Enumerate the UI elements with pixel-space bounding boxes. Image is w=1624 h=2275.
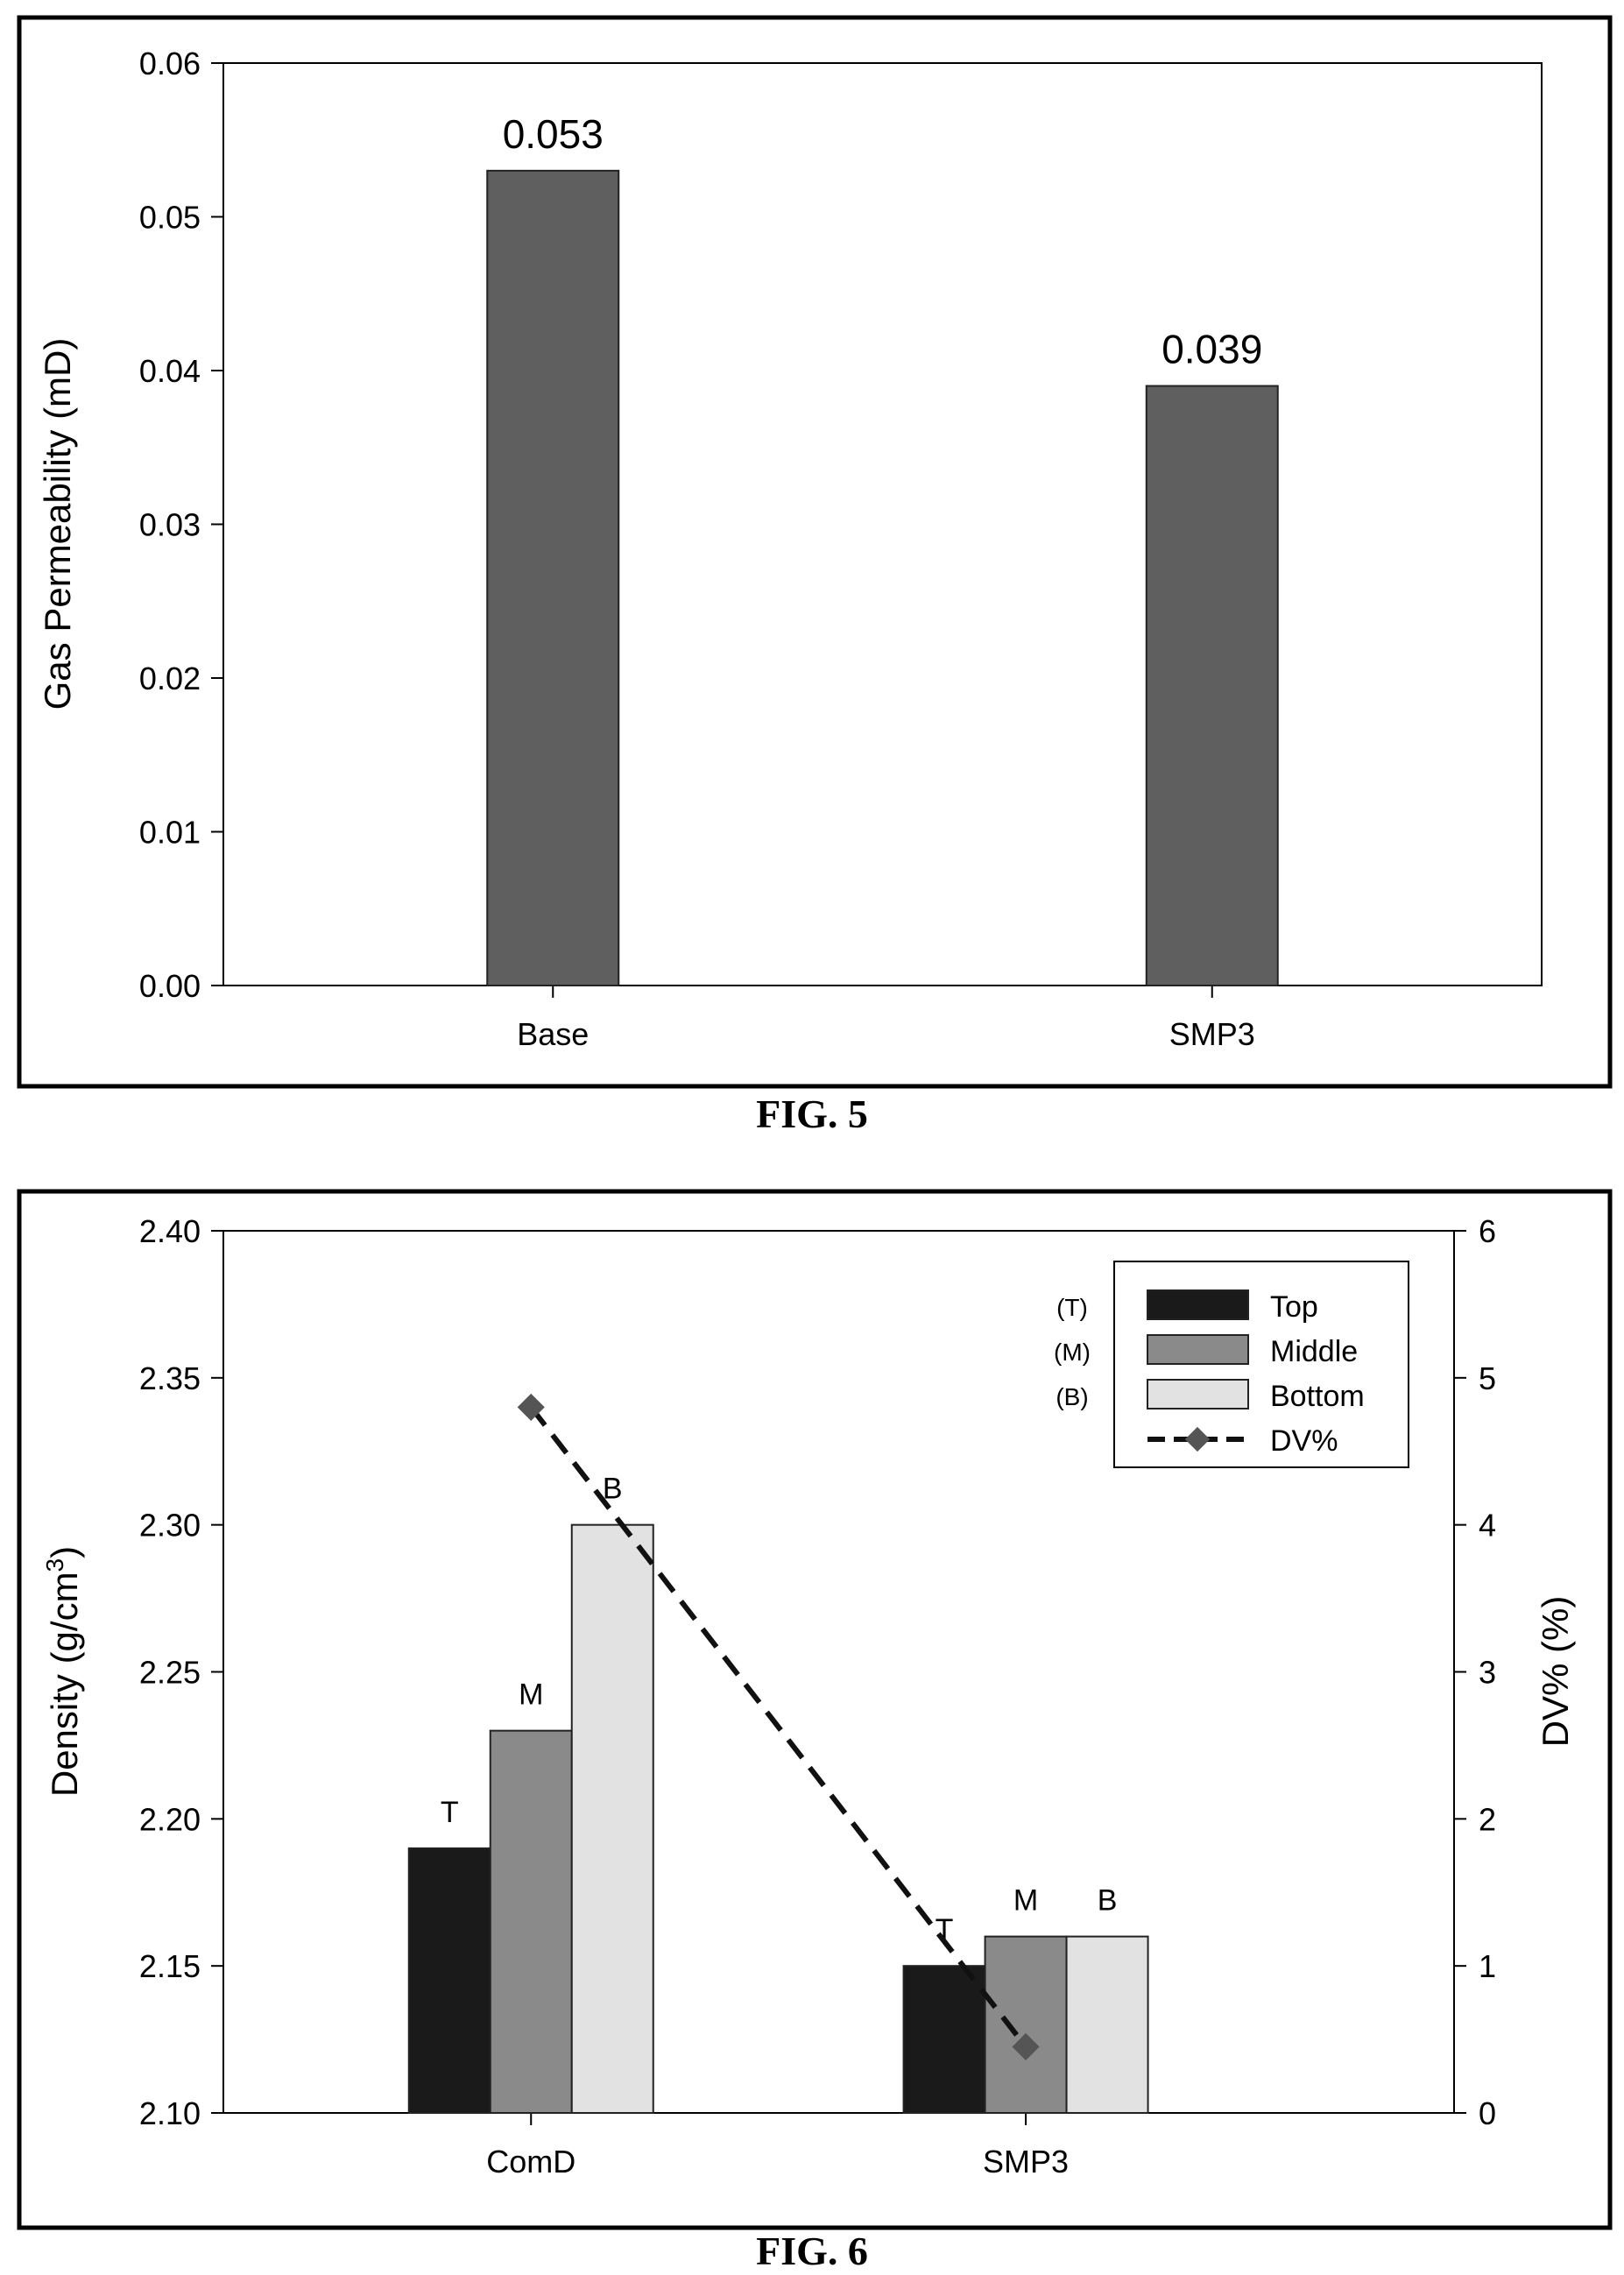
figure-frame (17, 1189, 1613, 2230)
density-chart: 2.10 2.15 2.20 2.25 2.30 2.35 2.40 0 1 2 3 4 5 6 Com… (17, 1189, 1613, 2230)
y2-tick-label: 2 (1479, 1801, 1496, 1837)
data-label: 0.039 (1162, 327, 1262, 372)
y-tick-label: 0.05 (139, 200, 201, 236)
y-axis-title-sup: 3 (41, 1558, 68, 1572)
y-tick-label: 0.02 (139, 661, 201, 696)
y2-tick-label: 5 (1479, 1360, 1496, 1396)
legend-swatch-bottom (1147, 1379, 1249, 1410)
legend-label-middle: Middle (1270, 1335, 1358, 1368)
bar-top-smp3 (902, 1965, 986, 2115)
bar-top-comd (407, 1847, 491, 2115)
figure-6-caption: FIG. 6 (756, 2229, 868, 2273)
y-axis-title-end: ) (44, 1546, 85, 1558)
bar-letter-label: M (1013, 1884, 1038, 1918)
y2-axis-title: DV% (%) (1535, 1596, 1576, 1748)
bars: 0.053 0.039 (486, 111, 1279, 987)
legend-label-top: Top (1270, 1290, 1318, 1324)
bar-letter-label: B (603, 1473, 623, 1506)
legend-key-top: (T) (1056, 1294, 1088, 1321)
y-tick-label: 2.40 (139, 1213, 201, 1249)
gas-permeability-chart: 0.00 0.01 0.02 0.03 0.04 0.05 0.06 Base SMP3 0.… (17, 15, 1613, 1089)
bar-letter-label: B (1098, 1884, 1118, 1918)
y-axis-title-main: Density (g/cm (44, 1572, 85, 1797)
x-tick-label: SMP3 (1169, 1016, 1255, 1052)
y-tick-label: 2.10 (139, 2095, 201, 2131)
y-tick-label: 2.30 (139, 1508, 201, 1544)
legend-swatch-top (1147, 1289, 1249, 1320)
y2-tick-label: 0 (1479, 2095, 1496, 2131)
x-axis: ComD SMP3 (486, 2113, 1069, 2180)
y-tick-label: 0.06 (139, 46, 201, 81)
y2-tick-label: 4 (1479, 1508, 1496, 1544)
y2-tick-label: 6 (1479, 1213, 1496, 1249)
y2-tick-label: 1 (1479, 1948, 1496, 1984)
legend-marker-dv (1184, 1426, 1211, 1452)
plot-area (222, 62, 1543, 986)
bar-letter-label: T (441, 1796, 459, 1829)
figure-5-caption: FIG. 5 (756, 1092, 868, 1136)
bar-middle-smp3 (984, 1935, 1068, 2114)
bar-base (486, 169, 620, 987)
legend-label-bottom: Bottom (1270, 1380, 1365, 1413)
y-axis: 0.00 0.01 0.02 0.03 0.04 0.05 0.06 (139, 46, 223, 1004)
y-tick-label: 2.35 (139, 1360, 201, 1396)
y-tick-label: 2.20 (139, 1801, 201, 1837)
y-tick-label: 0.04 (139, 353, 201, 389)
x-axis: Base SMP3 (517, 986, 1255, 1052)
bar-letter-label: M (519, 1678, 543, 1712)
y-axis-title: Density (g/cm3) (41, 1546, 85, 1797)
dv-line-path (528, 1405, 1028, 2049)
data-label: 0.053 (503, 111, 604, 157)
y-tick-label: 2.25 (139, 1655, 201, 1691)
bar-bottom-smp3 (1065, 1935, 1149, 2114)
y-tick-label: 0.01 (139, 815, 201, 851)
y-axis: 2.10 2.15 2.20 2.25 2.30 2.35 2.40 (139, 1213, 223, 2131)
legend-label-dv: DV% (1270, 1424, 1338, 1458)
x-tick-label: SMP3 (983, 2144, 1069, 2180)
x-tick-label: Base (517, 1016, 589, 1052)
x-tick-label: ComD (486, 2144, 575, 2180)
legend-swatch-middle (1147, 1334, 1249, 1365)
legend: Top (T) Middle (M) Bottom (B) DV% (1054, 1261, 1409, 1468)
y-tick-label: 0.03 (139, 507, 201, 543)
bar-middle-comd (489, 1729, 573, 2115)
y2-tick-label: 3 (1479, 1655, 1496, 1691)
y2-axis: 0 1 2 3 4 5 6 (1454, 1213, 1496, 2131)
legend-key-bottom: (B) (1056, 1383, 1088, 1410)
figure-frame (17, 15, 1613, 1089)
y-axis-title: Gas Permeability (mD) (37, 338, 78, 710)
bar-smp3 (1145, 385, 1279, 986)
bar-bottom-comd (570, 1523, 654, 2114)
y-tick-label: 0.00 (139, 968, 201, 1004)
legend-key-middle: (M) (1054, 1339, 1091, 1366)
y-tick-label: 2.15 (139, 1948, 201, 1984)
